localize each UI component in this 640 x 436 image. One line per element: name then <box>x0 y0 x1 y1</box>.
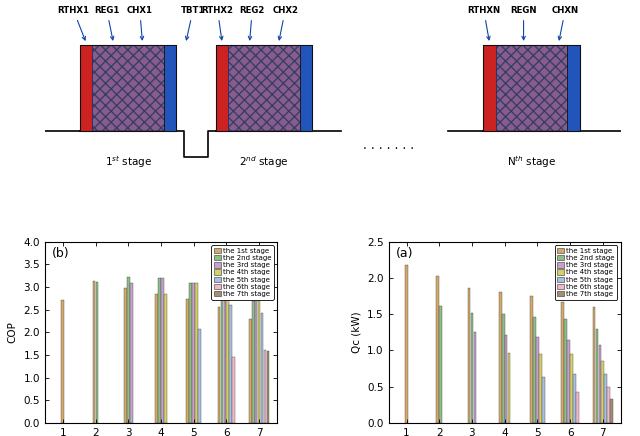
Bar <box>440 306 442 423</box>
Bar <box>470 313 474 423</box>
Bar <box>266 351 269 423</box>
Bar <box>536 337 539 423</box>
Text: CHXN: CHXN <box>552 6 579 40</box>
Bar <box>300 44 312 131</box>
Bar <box>567 340 570 423</box>
Bar <box>573 374 576 423</box>
Bar <box>611 399 613 423</box>
Bar <box>495 44 567 131</box>
Text: RTHX2: RTHX2 <box>202 6 234 40</box>
Bar <box>530 296 533 423</box>
Bar <box>604 374 607 423</box>
Bar <box>607 387 610 423</box>
Bar <box>570 354 573 423</box>
Bar <box>223 279 226 423</box>
Text: RTHX1: RTHX1 <box>58 6 90 40</box>
Text: 1$^{st}$ stage: 1$^{st}$ stage <box>104 154 152 170</box>
Text: REG1: REG1 <box>94 6 120 40</box>
Bar <box>436 276 439 423</box>
Bar <box>216 44 228 131</box>
Text: REGN: REGN <box>510 6 537 40</box>
Bar <box>602 361 604 423</box>
Bar <box>505 334 508 423</box>
Bar <box>405 265 408 423</box>
Bar <box>264 351 266 423</box>
Bar <box>161 278 164 423</box>
Legend: the 1st stage, the 2nd stage, the 3rd stage, the 4th stage, the 5th stage, the 6: the 1st stage, the 2nd stage, the 3rd st… <box>555 245 618 300</box>
Bar <box>227 279 229 423</box>
Bar <box>164 44 177 131</box>
Text: 2$^{nd}$ stage: 2$^{nd}$ stage <box>239 154 289 170</box>
Bar <box>598 344 601 423</box>
Y-axis label: Qc (kW): Qc (kW) <box>351 312 362 353</box>
Y-axis label: COP: COP <box>8 321 18 343</box>
Bar <box>228 44 300 131</box>
Text: REG2: REG2 <box>239 6 265 40</box>
Bar <box>483 44 495 131</box>
Bar <box>127 277 129 423</box>
Bar <box>542 377 545 423</box>
Bar <box>252 301 255 423</box>
Bar <box>228 44 300 131</box>
Bar <box>198 329 201 423</box>
Bar <box>474 332 476 423</box>
Bar <box>192 283 195 423</box>
Bar <box>508 353 511 423</box>
Text: N$^{th}$ stage: N$^{th}$ stage <box>507 154 556 170</box>
Bar <box>483 44 580 131</box>
Bar <box>158 279 161 423</box>
Text: (b): (b) <box>52 247 69 260</box>
Bar <box>596 330 598 423</box>
Text: RTHXN: RTHXN <box>467 6 500 40</box>
Bar <box>255 285 257 423</box>
Bar <box>124 288 127 423</box>
Bar <box>218 307 220 423</box>
Text: . . . . . . .: . . . . . . . <box>363 139 414 152</box>
Bar <box>92 44 164 131</box>
Bar <box>502 314 504 423</box>
Bar <box>216 44 312 131</box>
Bar <box>164 294 166 423</box>
Bar <box>564 319 567 423</box>
Bar <box>130 283 132 423</box>
Bar <box>80 44 92 131</box>
Bar <box>195 283 198 423</box>
Bar <box>258 284 260 423</box>
Bar <box>189 283 192 423</box>
Bar <box>155 294 158 423</box>
Bar <box>93 281 95 423</box>
Bar <box>95 282 99 423</box>
Text: CHX2: CHX2 <box>272 6 298 40</box>
Bar <box>229 305 232 423</box>
Bar <box>561 302 564 423</box>
Text: (a): (a) <box>396 247 413 260</box>
Bar <box>232 357 235 423</box>
Bar <box>61 300 64 423</box>
Bar <box>80 44 177 131</box>
Bar <box>576 392 579 423</box>
Bar <box>499 292 502 423</box>
Bar <box>533 317 536 423</box>
Text: CHX1: CHX1 <box>127 6 153 40</box>
Bar <box>495 44 567 131</box>
Bar <box>221 285 223 423</box>
Bar <box>260 313 264 423</box>
Bar <box>92 44 164 131</box>
Bar <box>249 319 252 423</box>
Text: TBT1: TBT1 <box>180 6 205 40</box>
Bar <box>539 354 541 423</box>
Legend: the 1st stage, the 2nd stage, the 3rd stage, the 4th stage, the 5th stage, the 6: the 1st stage, the 2nd stage, the 3rd st… <box>211 245 273 300</box>
Bar <box>186 299 189 423</box>
Bar <box>567 44 580 131</box>
Bar <box>468 288 470 423</box>
Bar <box>593 307 595 423</box>
